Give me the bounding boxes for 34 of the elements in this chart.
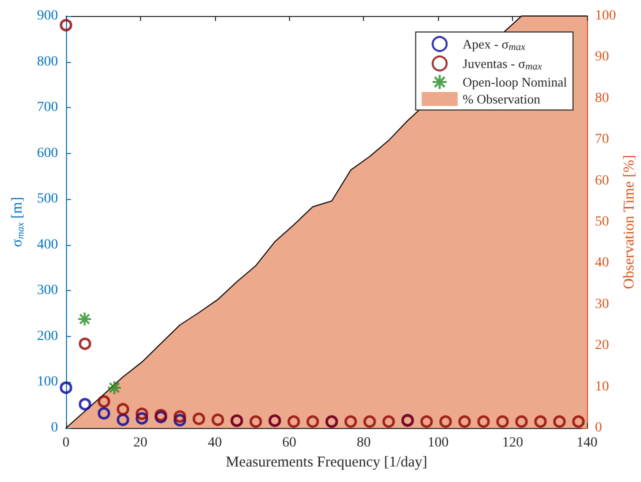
y2-tick-label: 80	[595, 90, 609, 106]
y-tick-label: 500	[37, 192, 58, 207]
y-tick-label: 900	[37, 8, 58, 24]
x-tick-label: 100	[428, 436, 449, 450]
y2-tick-label: 0	[595, 420, 602, 436]
y-tick-label: 800	[37, 54, 58, 70]
y2-tick-label: 60	[595, 173, 609, 188]
y2-tick-label: 50	[595, 214, 609, 230]
y-tick-label: 400	[37, 237, 58, 252]
y-tick-label: 200	[37, 328, 58, 344]
x-tick-label: 80	[356, 436, 371, 450]
y-tick-label: 600	[37, 146, 58, 161]
y2-tick-label: 30	[595, 296, 609, 312]
y2-tick-label: 20	[595, 338, 609, 354]
x-tick-label: 0	[62, 436, 70, 450]
y2-tick-label: 10	[595, 379, 609, 394]
y-tick-label: 0	[51, 420, 58, 436]
legend-label: % Observation	[462, 92, 541, 106]
x-tick-label: 60	[282, 436, 296, 450]
x-tick-label: 140	[576, 436, 598, 450]
y2-tick-label: 100	[595, 8, 616, 24]
y-tick-label: 300	[37, 283, 58, 298]
y2-axis-title: Observation Time [%]	[622, 154, 638, 290]
legend-label: Open-loop Nominal	[462, 74, 568, 90]
y2-tick-label: 40	[595, 256, 609, 271]
y2-tick-label: 70	[595, 132, 609, 148]
y2-tick-label: 90	[595, 50, 609, 65]
y-tick-label: 100	[37, 374, 58, 390]
x-tick-label: 40	[208, 436, 222, 450]
y-tick-label: 700	[37, 100, 58, 116]
x-tick-label: 120	[502, 436, 524, 450]
y-axis-title: σmax [m]	[10, 196, 26, 248]
x-tick-label: 20	[133, 436, 148, 450]
x-axis-title: Measurements Frequency [1/day]	[226, 454, 428, 470]
